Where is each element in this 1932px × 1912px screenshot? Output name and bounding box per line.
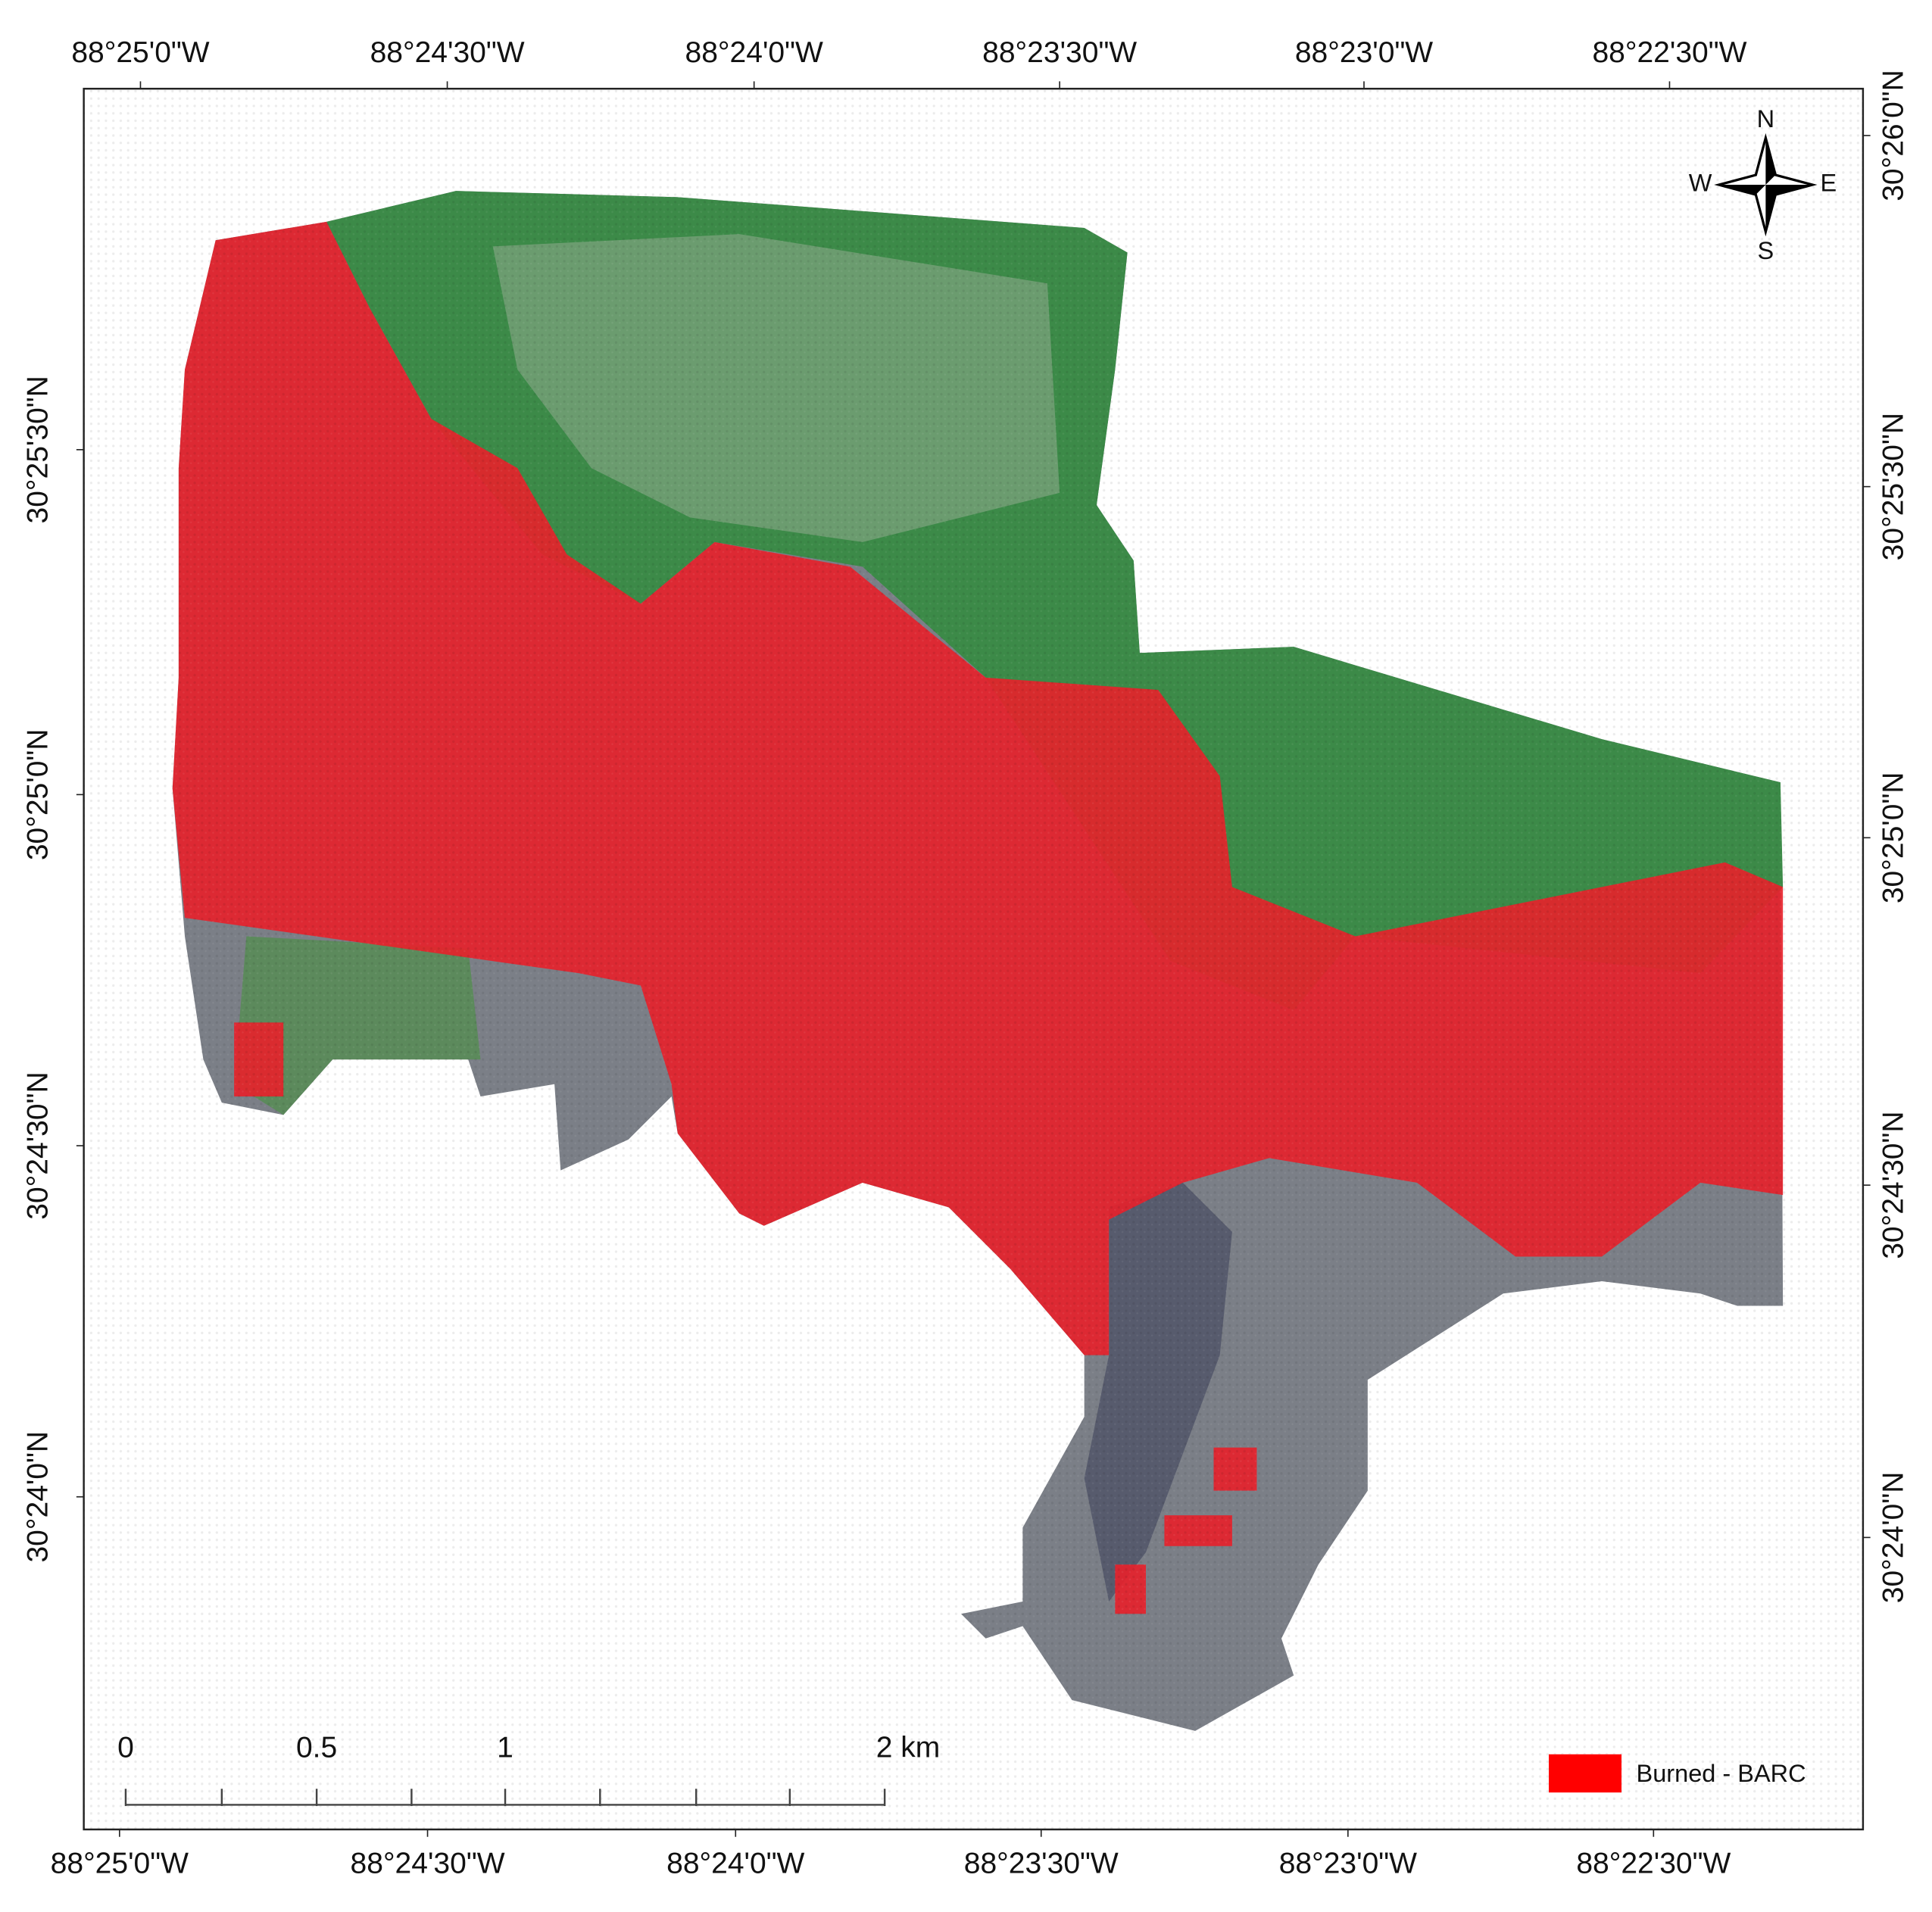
compass-letter: N: [1757, 105, 1774, 133]
top-coord-label: 88°23'0"W: [1295, 36, 1433, 69]
imagery: [83, 89, 1863, 1829]
left-coord-label: 30°24'30"N: [21, 1071, 54, 1219]
compass-letter: E: [1820, 170, 1837, 197]
bottom-coord-label: 88°25'0"W: [51, 1847, 189, 1879]
right-coord-label: 30°24'0"N: [1877, 1472, 1910, 1604]
left-coord-label: 30°25'30"N: [21, 376, 54, 523]
top-coord-label: 88°22'30"W: [1592, 36, 1746, 69]
top-coord-label: 88°24'30"W: [370, 36, 525, 69]
scale-label: 0.5: [296, 1732, 337, 1764]
legend-label: Burned - BARC: [1637, 1760, 1806, 1787]
left-coord-label: 30°25'0"N: [21, 729, 54, 861]
top-coord-label: 88°25'0"W: [71, 36, 209, 69]
scale-label: 1: [497, 1732, 513, 1764]
top-coord-label: 88°24'0"W: [685, 36, 823, 69]
scale-label: 2 km: [876, 1732, 941, 1764]
left-coord-label: 30°24'0"N: [21, 1431, 54, 1563]
compass-letter: W: [1689, 170, 1712, 197]
bottom-coord-label: 88°24'30"W: [351, 1847, 505, 1879]
right-coord-label: 30°26'0"N: [1877, 70, 1910, 201]
compass-star-fill: [1718, 138, 1813, 232]
bottom-coord-label: 88°22'30"W: [1576, 1847, 1731, 1879]
compass-letter: S: [1758, 237, 1774, 264]
bottom-coord-label: 88°23'0"W: [1279, 1847, 1417, 1879]
top-coord-label: 88°23'30"W: [982, 36, 1137, 69]
right-coord-label: 30°25'0"N: [1877, 772, 1910, 903]
scale-label: 0: [117, 1732, 134, 1764]
north-arrow: [1714, 133, 1818, 237]
right-coord-label: 30°25'30"N: [1877, 413, 1910, 560]
right-coord-label: 30°24'30"N: [1877, 1111, 1910, 1259]
legend-swatch: [1549, 1754, 1622, 1793]
texture: [83, 89, 1863, 1829]
bottom-coord-label: 88°23'30"W: [964, 1847, 1119, 1879]
bottom-coord-label: 88°24'0"W: [666, 1847, 804, 1879]
